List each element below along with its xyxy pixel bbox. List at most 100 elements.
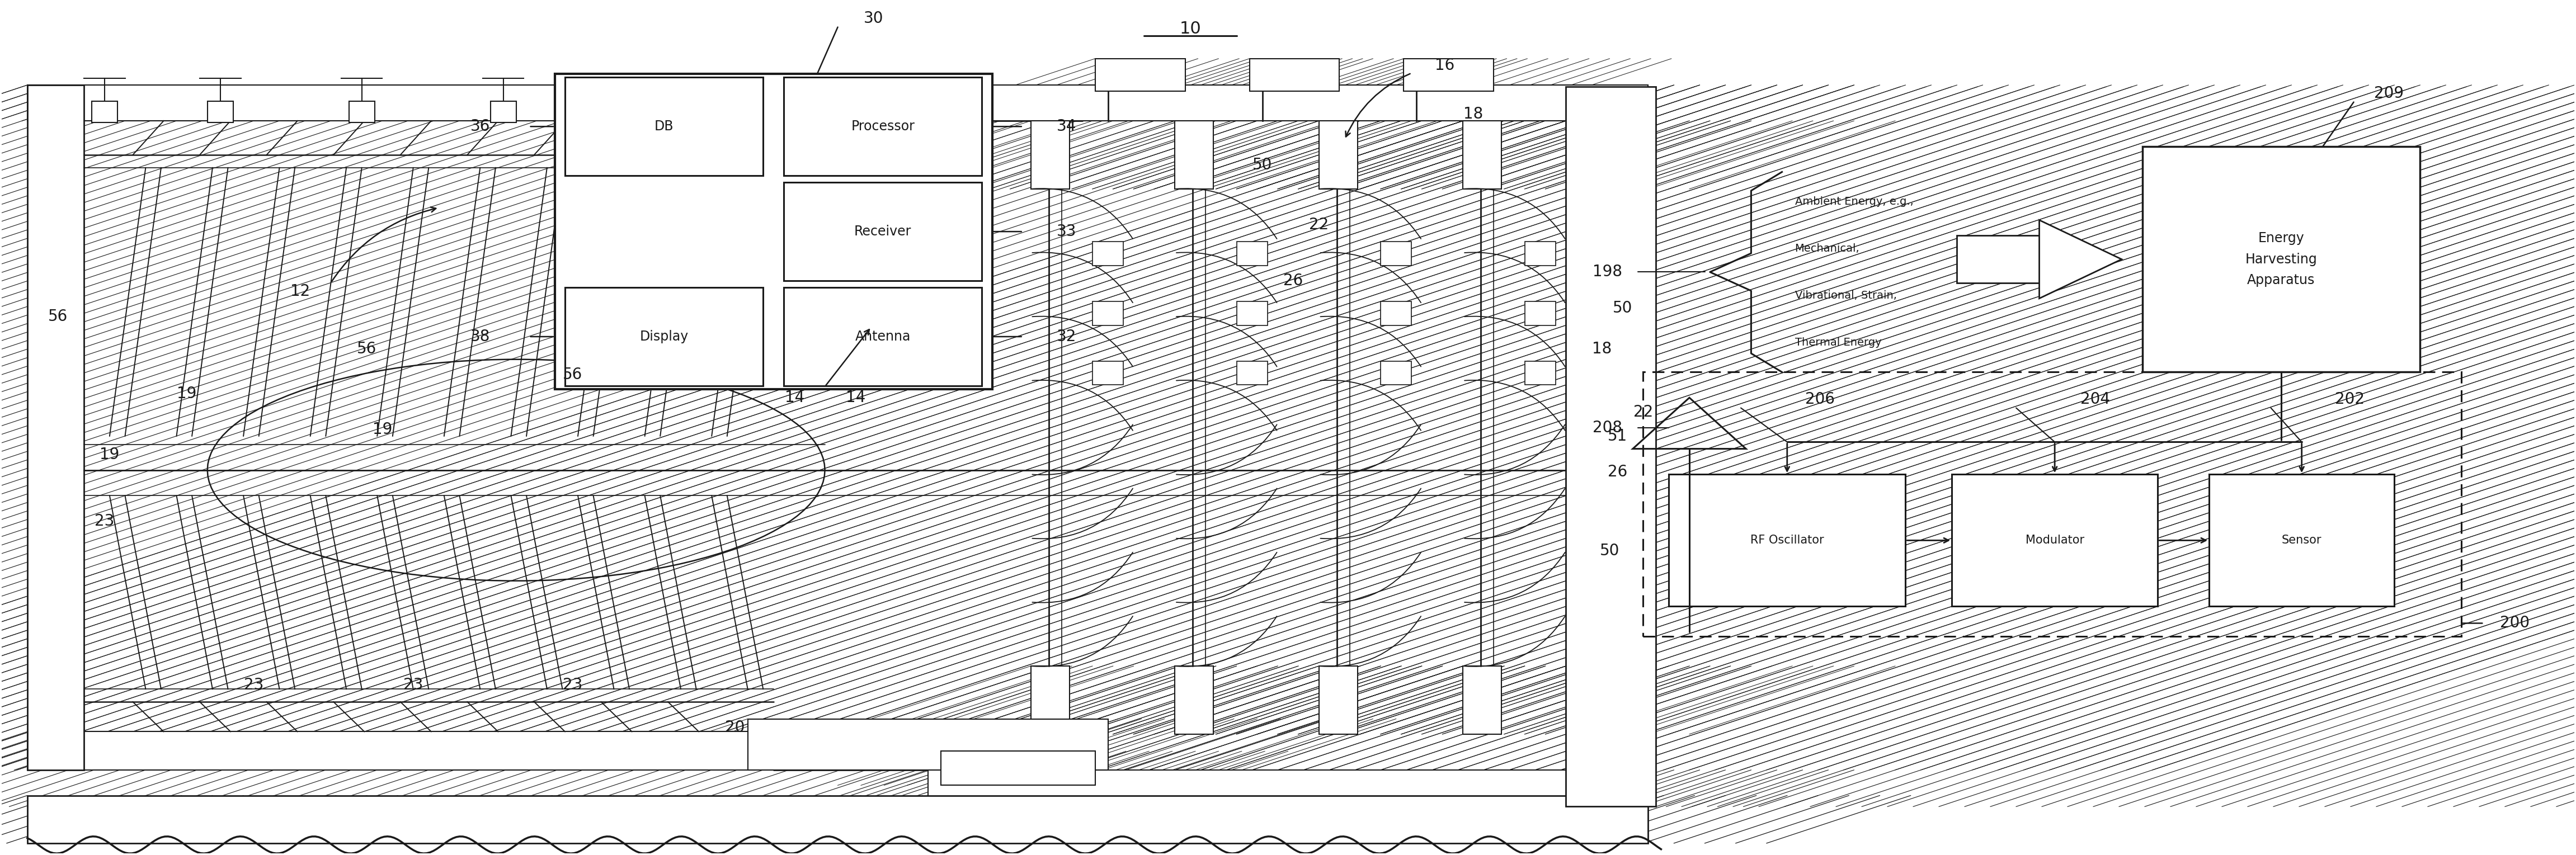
Bar — [783, 287, 981, 386]
Bar — [1566, 86, 1656, 806]
Text: 23: 23 — [562, 677, 582, 693]
Text: 23: 23 — [95, 513, 113, 529]
Text: 50: 50 — [1600, 543, 1620, 559]
Bar — [1525, 302, 1556, 325]
Bar — [1525, 361, 1556, 385]
Text: 26: 26 — [1607, 464, 1628, 480]
Text: Display: Display — [639, 330, 688, 344]
Text: Thermal Energy: Thermal Energy — [1795, 337, 1880, 348]
Bar — [1030, 121, 1069, 189]
Text: 33: 33 — [1056, 224, 1077, 239]
Text: Vibrational, Strain,: Vibrational, Strain, — [1795, 290, 1896, 301]
Bar — [783, 77, 981, 175]
Bar — [2143, 146, 2419, 372]
Bar — [927, 770, 1649, 806]
Text: 206: 206 — [1806, 392, 1834, 407]
Text: 56: 56 — [564, 367, 582, 382]
Bar — [1381, 242, 1412, 266]
Text: 16: 16 — [1435, 57, 1455, 74]
Bar — [1092, 242, 1123, 266]
Text: 198: 198 — [1592, 264, 1623, 280]
Bar — [1463, 666, 1502, 734]
Text: Processor: Processor — [850, 120, 914, 133]
Bar — [2210, 475, 2393, 606]
Bar — [1958, 235, 2040, 283]
Bar — [1175, 121, 1213, 189]
Bar — [1643, 372, 2460, 636]
Text: 200: 200 — [2499, 616, 2530, 631]
Text: 19: 19 — [100, 447, 118, 463]
Bar — [1249, 59, 1340, 91]
Text: 18: 18 — [1463, 106, 1484, 121]
Text: 208: 208 — [1592, 420, 1623, 435]
Text: 22: 22 — [1633, 404, 1654, 420]
Bar — [28, 85, 85, 770]
Bar — [1092, 361, 1123, 385]
Text: RF Oscillator: RF Oscillator — [1749, 534, 1824, 546]
Text: 202: 202 — [2336, 392, 2365, 407]
Text: 56: 56 — [49, 309, 67, 325]
Bar — [209, 101, 232, 122]
Text: 50: 50 — [1252, 157, 1273, 173]
Bar — [348, 101, 374, 122]
Bar — [28, 795, 1649, 843]
Text: 209: 209 — [2375, 86, 2403, 102]
Text: Modulator: Modulator — [2025, 534, 2084, 546]
Text: 56: 56 — [358, 341, 376, 357]
Bar — [1953, 475, 2159, 606]
Text: Sensor: Sensor — [2282, 534, 2321, 546]
Text: DB: DB — [654, 120, 675, 133]
Text: 14: 14 — [845, 390, 866, 405]
Text: 34: 34 — [1056, 119, 1077, 134]
Text: 38: 38 — [471, 329, 489, 345]
Bar — [1319, 666, 1358, 734]
Text: 23: 23 — [404, 677, 422, 693]
Bar — [1175, 666, 1213, 734]
Bar — [1319, 121, 1358, 189]
Text: 18: 18 — [1592, 341, 1613, 357]
Text: 19: 19 — [178, 386, 196, 401]
Bar — [564, 287, 762, 386]
Polygon shape — [2040, 220, 2123, 298]
Text: Receiver: Receiver — [855, 225, 912, 239]
Bar — [93, 101, 118, 122]
Bar — [1236, 361, 1267, 385]
Bar — [1463, 121, 1502, 189]
Bar — [1095, 59, 1185, 91]
Text: Energy
Harvesting
Apparatus: Energy Harvesting Apparatus — [2246, 232, 2318, 286]
Bar — [1381, 361, 1412, 385]
Bar — [783, 182, 981, 280]
Text: 20: 20 — [724, 720, 744, 735]
Bar — [554, 74, 992, 389]
Bar — [1669, 475, 1906, 606]
Bar — [940, 752, 1095, 785]
Bar — [979, 85, 1649, 121]
Text: 23: 23 — [245, 677, 263, 693]
Bar — [1381, 302, 1412, 325]
Text: 19: 19 — [374, 422, 392, 437]
Text: Antenna: Antenna — [855, 330, 909, 344]
Text: 22: 22 — [1309, 217, 1329, 233]
Text: 36: 36 — [471, 119, 489, 134]
Text: 50: 50 — [1613, 300, 1633, 316]
Text: 12: 12 — [291, 283, 309, 299]
Bar — [489, 101, 515, 122]
Bar — [1236, 242, 1267, 266]
Bar — [1030, 666, 1069, 734]
Bar — [28, 732, 850, 770]
Bar — [564, 77, 762, 175]
Text: 30: 30 — [863, 11, 884, 27]
Text: 26: 26 — [1283, 273, 1303, 289]
Text: Ambient Energy, e.g.,: Ambient Energy, e.g., — [1795, 197, 1914, 207]
Text: 14: 14 — [786, 390, 804, 405]
Text: 32: 32 — [1056, 329, 1077, 345]
Bar — [28, 85, 824, 121]
Text: 10: 10 — [1180, 21, 1200, 37]
Text: 51: 51 — [1607, 428, 1628, 444]
Bar — [1525, 242, 1556, 266]
Text: Mechanical,: Mechanical, — [1795, 244, 1860, 254]
Bar — [1092, 302, 1123, 325]
Bar — [747, 719, 1108, 770]
Bar — [1404, 59, 1494, 91]
Bar — [1236, 302, 1267, 325]
